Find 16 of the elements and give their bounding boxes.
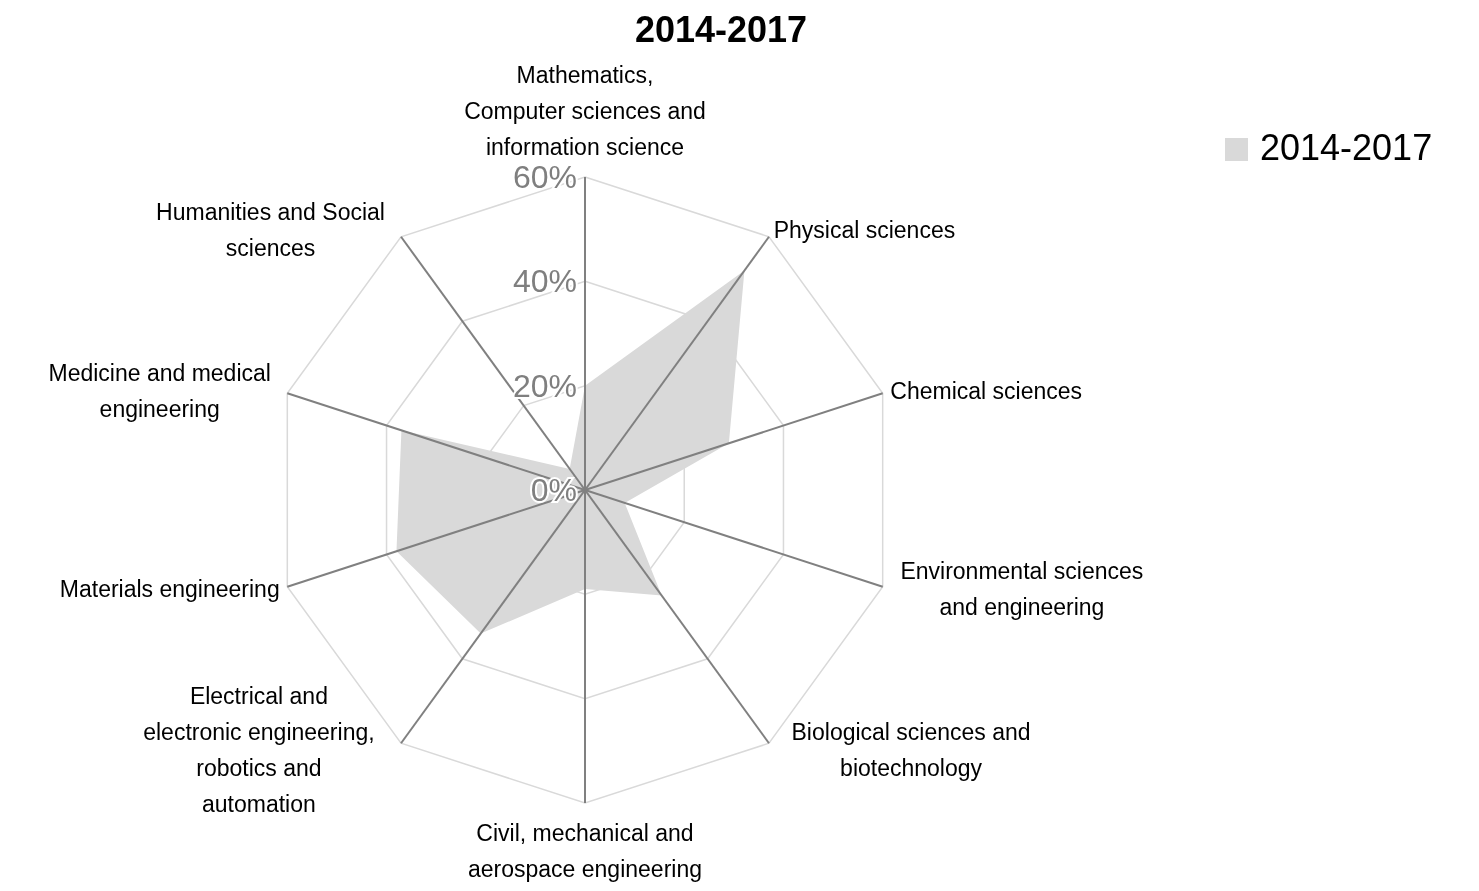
chart-title: 2014-2017	[634, 9, 808, 50]
y-tick-label: 40%	[512, 263, 577, 300]
spoke-label: Medicine and medical engineering	[48, 359, 271, 422]
spoke-label: Biological sciences and biotechnology	[791, 718, 1031, 781]
spoke-label: Physical sciences	[773, 217, 956, 244]
spoke-label: Materials engineering	[59, 576, 280, 603]
spoke-label: Civil, mechanical and aerospace engineering	[467, 820, 703, 882]
y-tick-label: 0%	[530, 472, 577, 508]
spoke-label: Environmental sciences and engineering	[900, 558, 1144, 621]
y-tick-label: 20%	[512, 367, 577, 404]
y-tick-label: 60%	[512, 159, 577, 195]
spoke-label: Chemical sciences	[890, 377, 1083, 404]
spoke-label: Electrical and electronic engineering, robotics and automation	[143, 682, 375, 817]
spoke-label: Humanities and Social sciences	[156, 199, 385, 262]
legend-label: 2014-2017	[1260, 127, 1433, 168]
spoke-label: Mathematics, Computer sciences and information science	[464, 62, 706, 160]
